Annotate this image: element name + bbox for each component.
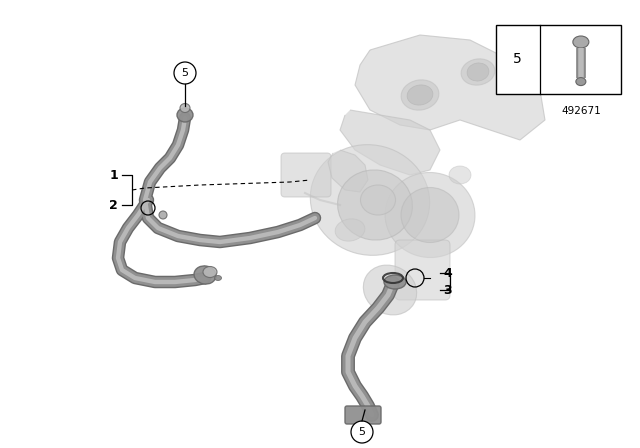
Text: 5: 5 <box>182 68 189 78</box>
Ellipse shape <box>385 172 475 258</box>
Text: 4: 4 <box>443 267 452 280</box>
Circle shape <box>351 421 373 443</box>
Text: 2: 2 <box>109 198 118 211</box>
Text: 492671: 492671 <box>561 106 601 116</box>
Ellipse shape <box>335 219 365 241</box>
Text: 1: 1 <box>109 168 118 181</box>
PathPatch shape <box>328 150 368 192</box>
Ellipse shape <box>159 211 167 219</box>
Ellipse shape <box>203 267 217 277</box>
Text: 5: 5 <box>513 52 522 66</box>
Text: 5: 5 <box>358 427 365 437</box>
Ellipse shape <box>401 80 439 110</box>
Ellipse shape <box>364 265 417 315</box>
Ellipse shape <box>214 276 221 280</box>
Ellipse shape <box>573 36 589 48</box>
Ellipse shape <box>407 85 433 105</box>
Ellipse shape <box>310 145 429 255</box>
Ellipse shape <box>576 78 586 86</box>
Ellipse shape <box>467 63 489 81</box>
Circle shape <box>174 62 196 84</box>
Ellipse shape <box>194 266 216 284</box>
Text: 3: 3 <box>443 284 452 297</box>
Ellipse shape <box>384 275 406 289</box>
Ellipse shape <box>177 108 193 122</box>
Bar <box>496 25 621 94</box>
Ellipse shape <box>461 59 495 85</box>
PathPatch shape <box>340 110 440 175</box>
FancyBboxPatch shape <box>281 153 331 197</box>
Ellipse shape <box>401 188 459 242</box>
PathPatch shape <box>355 35 545 140</box>
Ellipse shape <box>360 185 396 215</box>
Ellipse shape <box>449 166 471 184</box>
Ellipse shape <box>337 170 412 240</box>
FancyBboxPatch shape <box>345 406 381 424</box>
Ellipse shape <box>180 103 190 112</box>
FancyBboxPatch shape <box>395 240 450 300</box>
